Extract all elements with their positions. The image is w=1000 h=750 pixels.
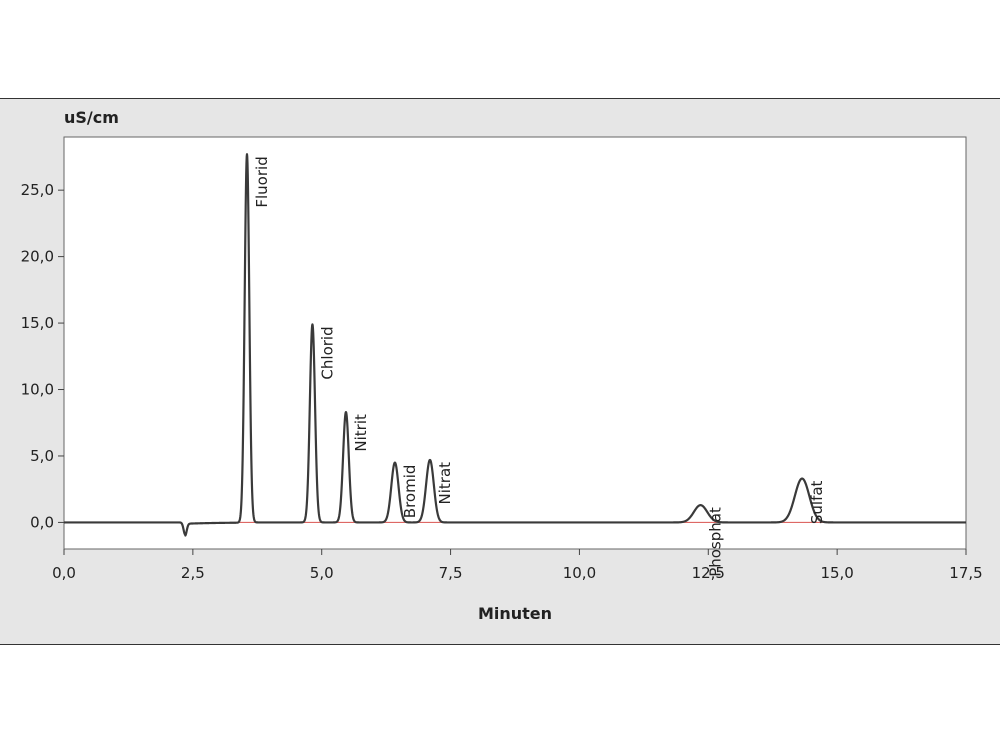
peak-label-bromid: Bromid bbox=[401, 465, 419, 519]
y-tick-label: 5,0 bbox=[30, 447, 54, 465]
y-tick-label: 0,0 bbox=[30, 513, 54, 531]
chromatogram-chart: uS/cm 0,0 5,0 10,0 15,0 20,0 25,0 0,0 2,5 5,0 7,5… bbox=[21, 108, 983, 623]
y-tick-label: 25,0 bbox=[21, 181, 54, 199]
x-tick-label: 12,5 bbox=[692, 564, 725, 582]
peak-label-phosphat: Phosphat bbox=[707, 507, 725, 577]
x-tick-label: 5,0 bbox=[310, 564, 334, 582]
peak-label-nitrit: Nitrit bbox=[352, 414, 370, 452]
x-tick-label: 17,5 bbox=[949, 564, 982, 582]
chart-panel: uS/cm 0,0 5,0 10,0 15,0 20,0 25,0 0,0 2,5 5,0 7,5… bbox=[0, 98, 1000, 645]
x-tick-label: 2,5 bbox=[181, 564, 205, 582]
y-tick-label: 20,0 bbox=[21, 248, 54, 266]
y-tick-label: 15,0 bbox=[21, 314, 54, 332]
peak-label-nitrat: Nitrat bbox=[436, 462, 454, 505]
y-tick-label: 10,0 bbox=[21, 381, 54, 399]
plot-area bbox=[63, 136, 967, 550]
x-tick-label: 15,0 bbox=[820, 564, 853, 582]
peak-label-sulfat: Sulfat bbox=[808, 480, 826, 524]
peak-label-fluorid: Fluorid bbox=[253, 156, 271, 207]
x-tick-label: 0,0 bbox=[52, 564, 76, 582]
peak-label-chlorid: Chlorid bbox=[318, 326, 336, 379]
y-axis-label: uS/cm bbox=[64, 108, 119, 127]
x-axis-label: Minuten bbox=[478, 604, 552, 623]
x-tick-label: 7,5 bbox=[439, 564, 463, 582]
signal-line bbox=[63, 153, 967, 537]
x-tick-label: 10,0 bbox=[563, 564, 596, 582]
